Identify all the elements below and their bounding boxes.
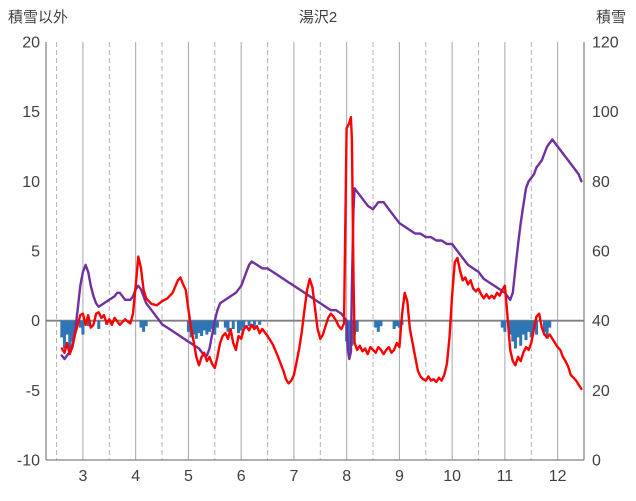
bar-segment — [208, 320, 212, 332]
bar-segment — [252, 320, 256, 330]
x-tick-label: 7 — [289, 468, 298, 485]
bar-segment — [68, 320, 72, 352]
bar-segment — [392, 320, 396, 330]
right-tick-label: 100 — [592, 104, 619, 121]
right-tick-label: 60 — [592, 244, 610, 261]
bar-segment — [78, 320, 82, 328]
bar-segment — [213, 320, 217, 335]
bar-segment — [202, 320, 206, 331]
bar-segment — [379, 320, 383, 327]
bar-segment — [197, 320, 201, 334]
bar-segment — [86, 320, 90, 327]
left-tick-label: -10 — [17, 453, 40, 470]
x-tick-label: 3 — [78, 468, 87, 485]
right-tick-label: 80 — [592, 174, 610, 191]
left-tick-label: 10 — [22, 174, 40, 191]
x-tick-label: 4 — [131, 468, 140, 485]
bar-segment — [516, 320, 520, 338]
bar-segment — [511, 320, 515, 342]
x-tick-label: 9 — [395, 468, 404, 485]
bar-segment — [142, 320, 146, 332]
bar-segment — [513, 320, 517, 349]
left-axis-title: 積雪以外 — [8, 9, 69, 26]
bar-segment — [194, 320, 198, 339]
x-tick-label: 10 — [443, 468, 461, 485]
bar-segment — [81, 320, 85, 335]
bar-segment — [231, 320, 235, 330]
bar-segment — [376, 320, 380, 332]
x-tick-label: 12 — [549, 468, 567, 485]
bar-segment — [60, 320, 64, 338]
bar-segment — [210, 320, 214, 330]
bar-segment — [503, 320, 507, 332]
left-tick-label: 15 — [22, 104, 40, 121]
left-tick-label: 0 — [31, 313, 40, 330]
bar-segment — [62, 320, 66, 349]
bar-segment — [347, 320, 351, 352]
bar-segment — [205, 320, 209, 335]
left-tick-label: 20 — [22, 35, 40, 52]
bar-segment — [239, 320, 243, 331]
bar-segment — [542, 320, 546, 332]
bar-segment — [65, 320, 69, 335]
bar-segment — [242, 320, 246, 328]
x-tick-label: 11 — [497, 468, 514, 485]
line-purple-right-axis — [60, 138, 583, 361]
right-axis-title: 積雪 — [595, 9, 626, 26]
bar-segment — [186, 320, 190, 332]
left-tick-label: 5 — [31, 244, 40, 261]
chart-title: 湯沢2 — [298, 9, 338, 26]
bar-segment — [519, 320, 523, 346]
bar-segment — [524, 320, 528, 341]
bar-segment — [529, 320, 533, 338]
bar-segment — [355, 320, 359, 332]
bar-segment — [527, 320, 531, 332]
bar-segment — [374, 320, 378, 328]
bar-segment — [215, 320, 219, 328]
bar-segment — [545, 320, 549, 339]
bar-segment — [144, 320, 148, 327]
bar-segment — [397, 320, 401, 328]
bar-segment — [258, 320, 262, 325]
x-tick-label: 6 — [237, 468, 246, 485]
x-tick-label: 8 — [342, 468, 351, 485]
bar-segment — [192, 320, 196, 335]
bar-segment — [226, 320, 230, 332]
bar-segment — [70, 320, 74, 342]
line-red-left-axis — [60, 115, 583, 391]
right-tick-label: 0 — [592, 453, 601, 470]
right-tick-label: 120 — [592, 35, 619, 52]
bar-segment — [395, 320, 399, 327]
bar-segment — [97, 320, 101, 330]
bar-segment — [521, 320, 525, 335]
bar-segment — [200, 320, 204, 336]
left-tick-label: -5 — [26, 383, 40, 400]
chart-header: 積雪以外 湯沢2 積雪 — [0, 6, 636, 28]
bar-segment — [237, 320, 241, 334]
bar-segment — [500, 320, 504, 328]
bar-segment — [247, 320, 251, 327]
right-tick-label: 20 — [592, 383, 610, 400]
bar-segment — [535, 320, 539, 335]
bar-segment — [223, 320, 227, 328]
bar-segment — [139, 320, 143, 328]
x-tick-label: 5 — [184, 468, 193, 485]
bar-segment — [508, 320, 512, 335]
bar-segment — [548, 320, 552, 328]
right-tick-label: 40 — [592, 313, 610, 330]
